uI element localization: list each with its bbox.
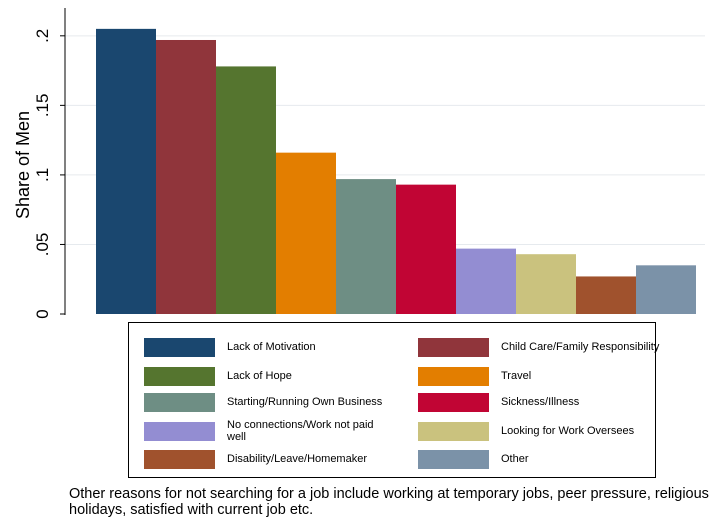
legend-swatch (418, 421, 489, 441)
bar-starting-running-own-business (336, 179, 396, 314)
legend-item-sickness: Sickness/Illness (418, 392, 667, 412)
y-tick-label: .2 (33, 29, 52, 43)
y-tick-label: 0 (33, 309, 52, 318)
legend-swatch (144, 449, 215, 469)
legend-label: Travel (501, 370, 532, 382)
bar-lack-of-motivation (96, 28, 156, 314)
y-tick-label: .05 (33, 233, 52, 257)
bar-disability-leave-homemaker (576, 276, 636, 314)
legend-item-own-business: Starting/Running Own Business (144, 392, 393, 412)
legend-label: Sickness/Illness (501, 396, 580, 408)
bars (96, 28, 696, 315)
legend-swatch (144, 392, 215, 412)
legend-label: Starting/Running Own Business (227, 396, 383, 408)
bar-looking-for-work-oversees (516, 254, 576, 314)
legend-label: Lack of Hope (227, 370, 292, 382)
bar-lack-of-hope (216, 66, 276, 314)
legend-item-no-connections: No connections/Work not paid well (144, 419, 393, 443)
legend-swatch (418, 392, 489, 412)
legend-swatch (418, 449, 489, 469)
legend-label: Lack of Motivation (227, 341, 316, 353)
y-axis-ticks: 0 .05 .1 .15 .2 (33, 29, 65, 319)
bar-other (636, 265, 696, 314)
legend-label: No connections/Work not paid well (227, 419, 374, 443)
legend-swatch (418, 366, 489, 386)
legend-item-travel: Travel (418, 366, 667, 386)
legend-label: Child Care/Family Responsibility (501, 341, 660, 353)
legend-item-lack-of-motivation: Lack of Motivation (144, 337, 393, 357)
legend-item-child-care: Child Care/Family Responsibility (418, 337, 667, 357)
legend-item-work-oversees: Looking for Work Oversees (418, 421, 667, 441)
legend-swatch (418, 337, 489, 357)
bar-child-care-family-responsibility (156, 39, 216, 315)
bar-sickness-illness (396, 184, 456, 314)
bar-travel (276, 152, 336, 314)
legend-item-disability: Disability/Leave/Homemaker (144, 449, 393, 469)
legend: Lack of Motivation Child Care/Family Res… (128, 322, 659, 478)
legend-swatch (144, 337, 215, 357)
y-tick-label: .1 (33, 168, 52, 182)
legend-swatch (144, 421, 215, 441)
y-tick-label: .15 (33, 94, 52, 118)
legend-item-other: Other (418, 449, 667, 469)
legend-label: Other (501, 453, 529, 465)
bar-chart: 0 .05 .1 .15 .2 Share of Men (13, 8, 705, 319)
legend-item-lack-of-hope: Lack of Hope (144, 366, 393, 386)
legend-label: Disability/Leave/Homemaker (227, 453, 367, 465)
legend-swatch (144, 366, 215, 386)
footnote: Other reasons for not searching for a jo… (69, 486, 709, 518)
y-axis-label: Share of Men (13, 111, 33, 219)
legend-label: Looking for Work Oversees (501, 425, 635, 437)
bar-no-connections-work-not-paid-well (456, 248, 516, 314)
